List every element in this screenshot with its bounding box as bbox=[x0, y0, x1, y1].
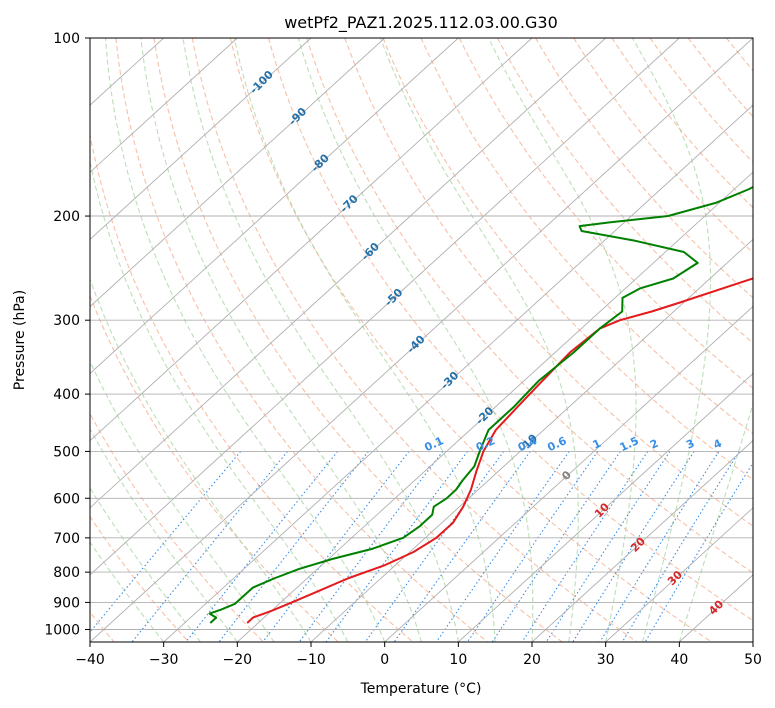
moist-adiabat bbox=[678, 401, 753, 642]
isotherm bbox=[236, 171, 753, 642]
isotherm bbox=[531, 440, 753, 642]
dry-adiabat bbox=[267, 38, 753, 622]
y-tick-label: 400 bbox=[53, 387, 80, 403]
dry-adiabat bbox=[90, 412, 264, 642]
x-tick-label: −30 bbox=[149, 652, 179, 668]
isotherm bbox=[310, 238, 753, 642]
isotherm bbox=[90, 38, 312, 240]
mixing-ratio-line bbox=[185, 451, 339, 642]
y-axis-label: Pressure (hPa) bbox=[12, 290, 28, 390]
dry-adiabat bbox=[90, 132, 414, 642]
moist-adiabat bbox=[90, 360, 275, 642]
x-tick-label: −10 bbox=[296, 652, 326, 668]
isotherm bbox=[90, 38, 459, 375]
x-tick-label: −40 bbox=[75, 652, 105, 668]
mixing-ratio-line bbox=[298, 451, 444, 642]
dry-adiabat bbox=[229, 38, 713, 642]
isotherm bbox=[605, 507, 753, 642]
y-tick-label: 900 bbox=[53, 595, 80, 611]
isotherm bbox=[384, 305, 753, 642]
moist-adiabat bbox=[379, 38, 579, 642]
moist-adiabat bbox=[488, 38, 637, 642]
x-tick-label: 0 bbox=[380, 652, 389, 668]
moist-adiabat bbox=[182, 38, 459, 642]
mixing-ratio-line bbox=[521, 451, 649, 642]
mixing-ratio-line bbox=[599, 451, 720, 642]
y-tick-label: 200 bbox=[53, 209, 80, 225]
isotherm bbox=[90, 38, 680, 576]
dry-adiabat bbox=[153, 38, 563, 642]
plot-frame bbox=[89, 37, 754, 643]
mixing-ratio-line bbox=[325, 451, 468, 642]
dry-adiabat bbox=[90, 515, 190, 642]
moist-adiabat bbox=[90, 427, 238, 642]
y-tick-label: 800 bbox=[53, 565, 80, 581]
x-tick-label: 30 bbox=[597, 652, 615, 668]
moist-adiabat bbox=[140, 38, 423, 642]
moist-adiabat bbox=[632, 38, 712, 642]
dry-adiabat bbox=[90, 294, 339, 642]
y-tick-label: 1000 bbox=[44, 622, 80, 638]
mixing-ratio-line bbox=[393, 451, 531, 642]
moist-adiabat bbox=[233, 38, 496, 642]
isotherm bbox=[90, 38, 386, 308]
y-tick-label: 300 bbox=[53, 313, 80, 329]
dry-adiabat bbox=[382, 38, 753, 481]
x-axis-label: Temperature (°C) bbox=[360, 681, 482, 697]
y-tick-label: 100 bbox=[53, 31, 80, 47]
x-tick-label: 50 bbox=[744, 652, 762, 668]
mixing-ratio-line bbox=[90, 451, 242, 633]
x-tick-label: 40 bbox=[670, 652, 688, 668]
dry-adiabat bbox=[306, 38, 753, 574]
isotherm bbox=[90, 38, 533, 442]
y-tick-label: 600 bbox=[53, 491, 80, 507]
isotherm bbox=[163, 104, 753, 642]
y-tick-label: 700 bbox=[53, 531, 80, 547]
dry-adiabat bbox=[535, 38, 753, 299]
x-tick-label: −20 bbox=[223, 652, 253, 668]
isotherm bbox=[90, 38, 607, 509]
isotherm bbox=[457, 372, 753, 642]
mixing-ratio-line bbox=[621, 451, 740, 642]
dewpoint-profile bbox=[208, 185, 753, 624]
mixing-ratio-line bbox=[435, 451, 570, 642]
chart-title: wetPf2_PAZ1.2025.112.03.00.G30 bbox=[284, 13, 558, 33]
x-tick-label: 20 bbox=[523, 652, 541, 668]
x-tick-label: 10 bbox=[449, 652, 467, 668]
y-tick-label: 500 bbox=[53, 444, 80, 460]
dry-adiabat bbox=[191, 38, 638, 642]
mixing-ratio-line bbox=[218, 451, 369, 642]
moist-adiabat bbox=[90, 159, 349, 642]
moist-adiabat bbox=[297, 38, 534, 642]
isotherm bbox=[90, 38, 238, 173]
temperature-profile bbox=[246, 277, 753, 624]
mixing-ratio-line bbox=[467, 451, 599, 642]
isotherm bbox=[90, 38, 753, 642]
